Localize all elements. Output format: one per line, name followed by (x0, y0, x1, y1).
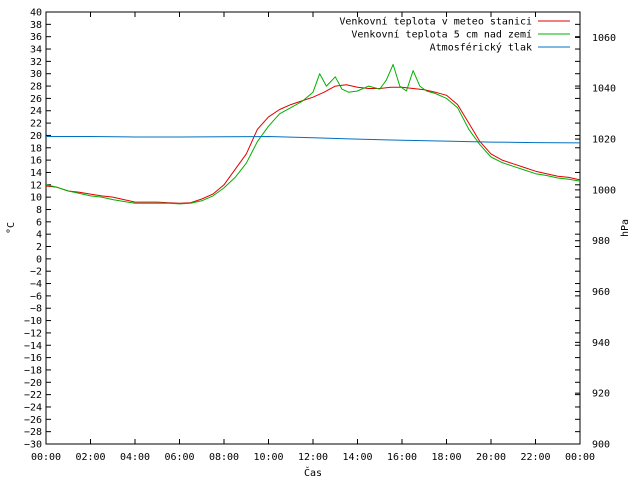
legend: Venkovní teplota v meteo staniciVenkovní… (339, 16, 570, 54)
x-tick-label: 00:00 (565, 452, 595, 463)
y2-tick-label: 980 (592, 236, 610, 247)
plot-frame (45, 11, 581, 445)
series-layer (45, 64, 581, 205)
y2-tick-label: 960 (592, 287, 610, 298)
x-axis-title: Čas (304, 466, 322, 479)
y-tick-label: −30 (24, 440, 42, 451)
legend-label: Venkovní teplota v meteo stanici (339, 16, 532, 28)
y2-tick-label: 1040 (592, 84, 616, 95)
y-tick-label: 22 (30, 119, 42, 130)
y-tick-label: −2 (30, 267, 42, 278)
y-tick-label: 26 (30, 94, 42, 105)
x-tick-label: 06:00 (164, 452, 194, 463)
x-tick-label: 18:00 (431, 452, 461, 463)
y-tick-label: −28 (24, 427, 42, 438)
series-line-1 (45, 84, 581, 204)
y2-tick-label: 1000 (592, 185, 616, 196)
y-axis-title: °C (6, 222, 17, 234)
y-tick-label: 2 (36, 242, 42, 253)
y-tick-label: 20 (30, 131, 42, 142)
legend-label: Venkovní teplota 5 cm nad zemí (351, 29, 532, 41)
y-tick-label: 14 (30, 168, 42, 179)
x-tick-label: 14:00 (342, 452, 372, 463)
x-tick-label: 02:00 (75, 452, 105, 463)
y-tick-label: −10 (24, 316, 42, 327)
y-tick-label: 34 (30, 45, 42, 56)
y2-axis-ticks: 900 920 940 960 980 1000 1020 1040 1060 (575, 33, 616, 451)
y-tick-label: −16 (24, 353, 42, 364)
y2-tick-label: 940 (592, 338, 610, 349)
x-tick-label: 20:00 (476, 452, 506, 463)
y-tick-label: 4 (36, 230, 42, 241)
series-line-2 (45, 64, 581, 205)
y-tick-label: −4 (30, 279, 42, 290)
y2-tick-label: 920 (592, 389, 610, 400)
y-tick-label: −18 (24, 365, 42, 376)
x-tick-label: 12:00 (298, 452, 328, 463)
x-tick-label: 22:00 (520, 452, 550, 463)
y-tick-label: 36 (30, 32, 42, 43)
y-tick-label: 18 (30, 143, 42, 154)
legend-label: Atmosférický tlak (430, 42, 532, 54)
y-tick-label: 12 (30, 180, 42, 191)
y-tick-label: −20 (24, 378, 42, 389)
y-tick-label: 32 (30, 57, 42, 68)
x-axis-ticks: 00:00 02:00 04:00 06:00 08:00 10:00 12:00 14:00… (31, 12, 595, 463)
y-tick-label: 28 (30, 82, 42, 93)
y-tick-label: −12 (24, 328, 42, 339)
y-tick-label: −24 (24, 402, 42, 413)
y-tick-label: −8 (30, 304, 42, 315)
x-tick-label: 08:00 (209, 452, 239, 463)
y-tick-label: 40 (30, 8, 42, 19)
x-tick-label: 04:00 (120, 452, 150, 463)
y-tick-label: −14 (24, 341, 42, 352)
series-line-3 (46, 136, 581, 144)
y2-tick-label: 900 (592, 440, 610, 451)
y-tick-label: 10 (30, 193, 42, 204)
y-tick-label: 24 (30, 106, 42, 117)
y-tick-label: 30 (30, 69, 42, 80)
y-axis-ticks: −30−28−26−24−22−20−18−16−14−12−10−8−6−4−… (24, 8, 580, 451)
x-tick-label: 00:00 (31, 452, 61, 463)
x-tick-label: 16:00 (387, 452, 417, 463)
y-tick-label: 16 (30, 156, 42, 167)
y-tick-label: 8 (36, 205, 42, 216)
y2-tick-label: 1060 (592, 33, 616, 44)
y-tick-label: −26 (24, 415, 42, 426)
x-tick-label: 10:00 (253, 452, 283, 463)
y-tick-label: 6 (36, 217, 42, 228)
y-tick-label: 0 (36, 254, 42, 265)
y2-tick-label: 1020 (592, 135, 616, 146)
y2-axis-title: hPa (620, 219, 631, 237)
y-tick-label: −6 (30, 291, 42, 302)
y-tick-label: 38 (30, 20, 42, 31)
y-tick-label: −22 (24, 390, 42, 401)
